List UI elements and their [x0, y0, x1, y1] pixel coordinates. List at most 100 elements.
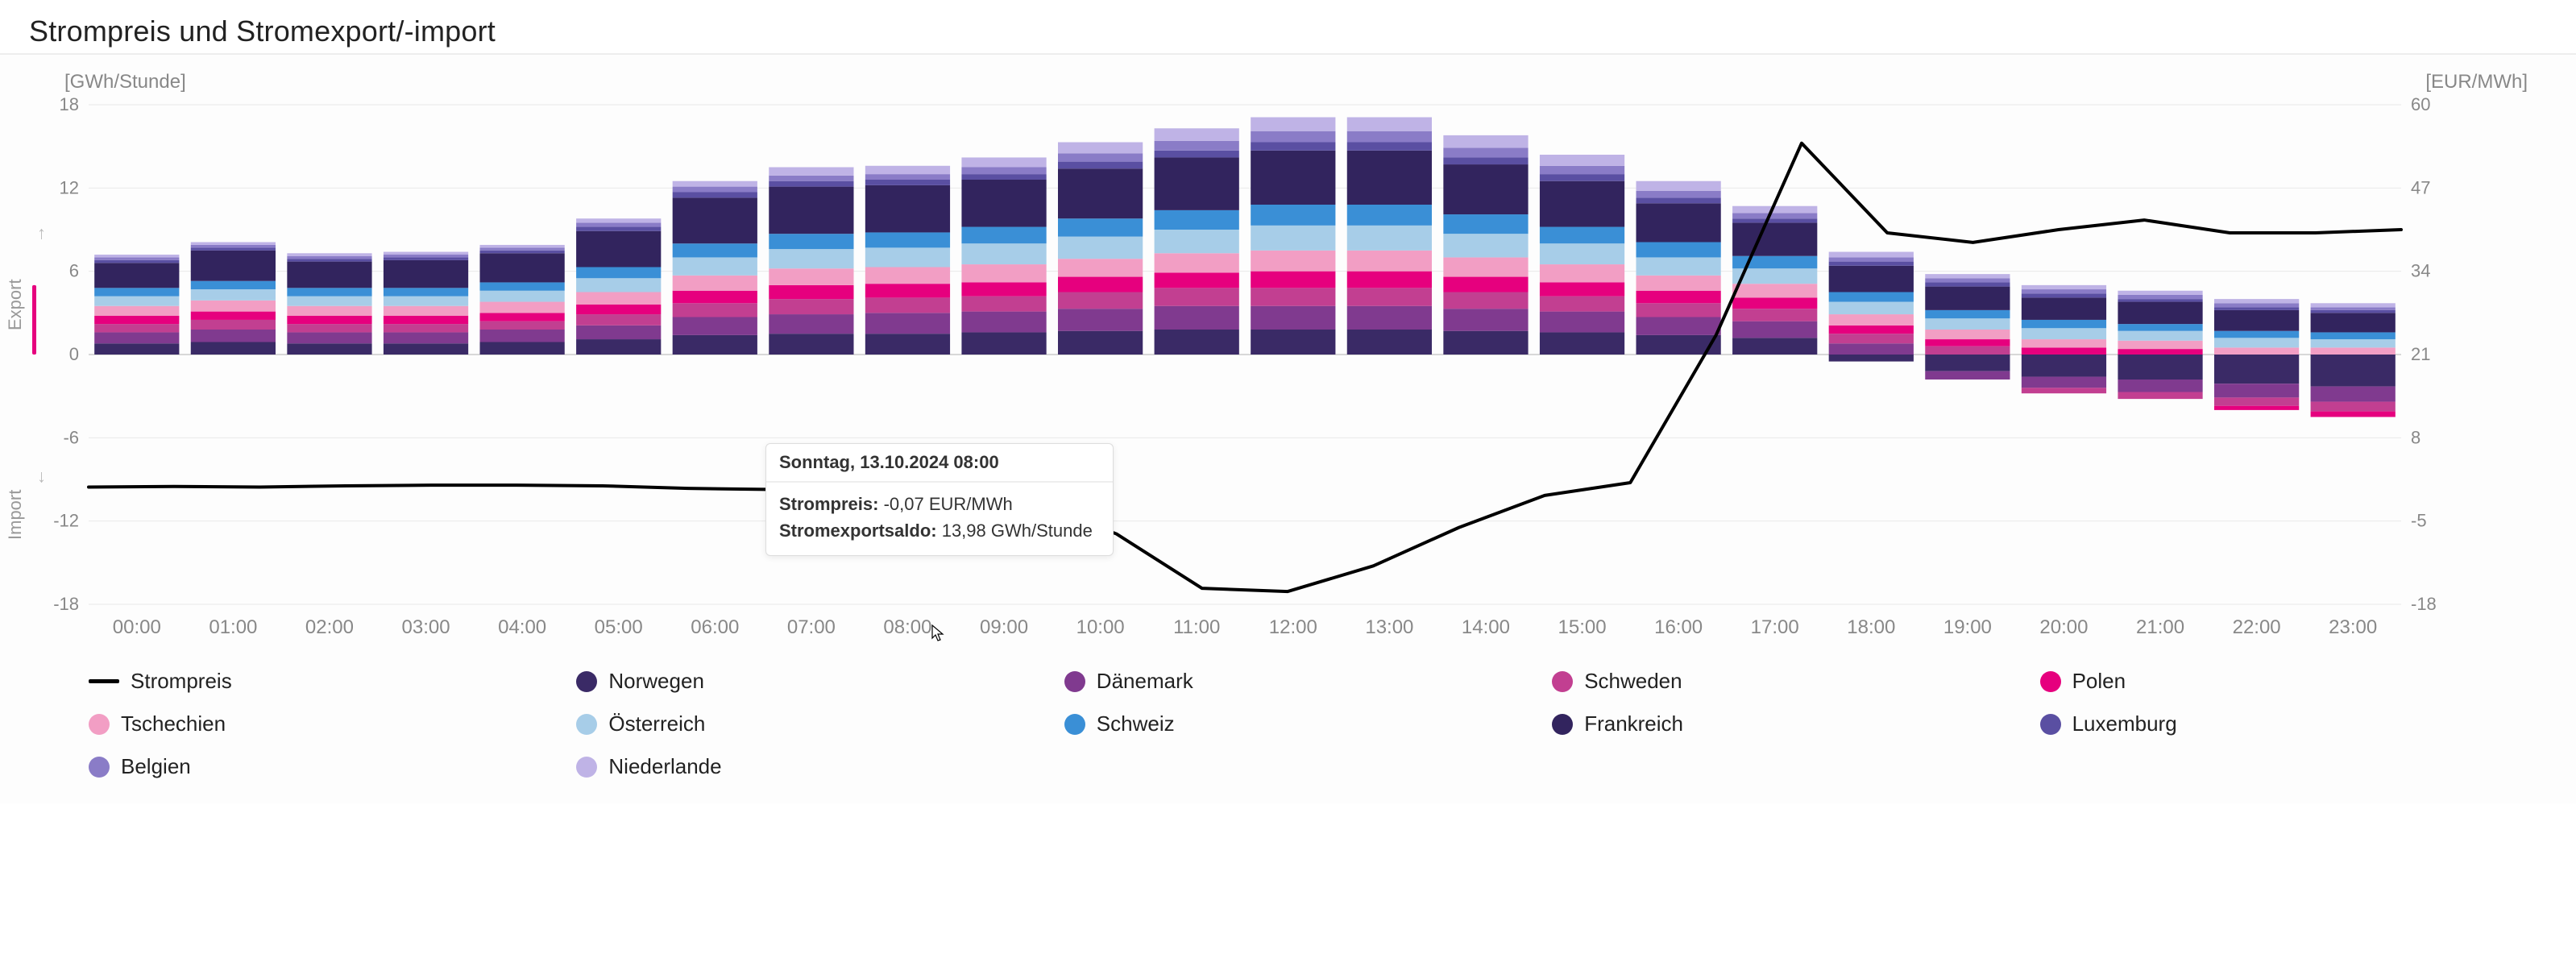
bar-segment: [2311, 332, 2396, 339]
bar-segment: [1347, 118, 1432, 131]
bar-segment: [961, 264, 1046, 282]
svg-text:60: 60: [2411, 97, 2430, 114]
bar-segment: [1155, 306, 1239, 330]
bar-segment: [1155, 151, 1239, 158]
chart-legend: Strompreis Norwegen Dänemark Schweden Polen T…: [89, 669, 2495, 779]
bar-segment: [1443, 164, 1528, 214]
bar-segment: [480, 251, 565, 253]
bar-segment: [287, 259, 371, 261]
bar-segment: [1347, 226, 1432, 251]
bar-segment: [1443, 234, 1528, 257]
bar-segment: [191, 320, 276, 330]
svg-text:10:00: 10:00: [1076, 616, 1125, 638]
bar-segment: [191, 245, 276, 247]
bar-segment: [2118, 392, 2202, 400]
bar-segment: [94, 332, 179, 343]
bar-segment: [961, 243, 1046, 264]
bar-segment: [1058, 153, 1143, 161]
bar-segment: [1443, 257, 1528, 276]
svg-text:-12: -12: [53, 511, 79, 531]
bar-segment: [94, 324, 179, 332]
bar-segment: [1732, 222, 1817, 255]
legend-item[interactable]: Schweiz: [1064, 711, 1520, 736]
bar-segment: [2022, 339, 2106, 347]
bar-segment: [673, 193, 757, 198]
bar-segment: [1732, 309, 1817, 321]
bar-segment: [287, 324, 371, 332]
bar-segment: [384, 306, 468, 316]
svg-text:-6: -6: [63, 427, 79, 447]
bar-segment: [191, 289, 276, 301]
bar-segment: [673, 243, 757, 257]
import-label: Import: [5, 490, 26, 540]
svg-text:-18: -18: [53, 594, 79, 614]
chart-wrap: Export Import -18-12-6061218-18-58213447…: [32, 97, 2544, 645]
bar-segment: [384, 257, 468, 259]
bar-segment: [2311, 303, 2396, 307]
bar-segment: [1347, 151, 1432, 205]
bar-segment: [1251, 306, 1335, 330]
legend-item[interactable]: Frankreich: [1552, 711, 2007, 736]
legend-item[interactable]: Niederlande: [576, 754, 1031, 779]
bar-segment: [1925, 310, 2010, 318]
bar-segment: [1636, 243, 1721, 258]
legend-item[interactable]: Belgien: [89, 754, 544, 779]
legend-item[interactable]: Schweden: [1552, 669, 2007, 694]
svg-text:↑: ↑: [37, 223, 46, 243]
bar-segment: [1058, 331, 1143, 355]
legend-item[interactable]: Norwegen: [576, 669, 1031, 694]
bar-segment: [1443, 309, 1528, 331]
legend-item[interactable]: Österreich: [576, 711, 1031, 736]
legend-item[interactable]: Polen: [2040, 669, 2495, 694]
svg-text:19:00: 19:00: [1943, 616, 1992, 638]
bar-segment: [2214, 406, 2299, 410]
bar-segment: [1251, 118, 1335, 131]
bar-segment: [2022, 297, 2106, 320]
bar-segment: [1829, 326, 1914, 334]
bar-segment: [94, 260, 179, 263]
bar-segment: [1251, 131, 1335, 143]
bar-segment: [2022, 320, 2106, 328]
bar-segment: [1347, 272, 1432, 288]
bar-segment: [576, 278, 661, 292]
svg-text:05:00: 05:00: [595, 616, 643, 638]
svg-text:23:00: 23:00: [2329, 616, 2377, 638]
legend-label: Schweden: [1584, 669, 1682, 694]
svg-text:21:00: 21:00: [2136, 616, 2184, 638]
bar-segment: [2214, 307, 2299, 309]
bar-segment: [1925, 278, 2010, 282]
bar-segment: [961, 180, 1046, 227]
bar-segment: [480, 253, 565, 282]
legend-item[interactable]: Tschechien: [89, 711, 544, 736]
legend-label: Luxemburg: [2072, 711, 2177, 736]
bar-segment: [1443, 331, 1528, 355]
bar-segment: [2022, 388, 2106, 393]
legend-item[interactable]: Strompreis: [89, 669, 544, 694]
bar-segment: [94, 288, 179, 296]
bar-segment: [1636, 303, 1721, 317]
bar-segment: [384, 316, 468, 324]
bar-segment: [2118, 331, 2202, 341]
legend-item[interactable]: Dänemark: [1064, 669, 1520, 694]
bar-segment: [1829, 314, 1914, 326]
bar-segment: [1636, 203, 1721, 242]
bar-segment: [480, 291, 565, 302]
bar-segment: [1347, 143, 1432, 151]
bar-segment: [1251, 272, 1335, 288]
bar-segment: [1540, 297, 1624, 312]
bar-segment: [1732, 213, 1817, 218]
bar-segment: [480, 302, 565, 313]
bar-segment: [287, 297, 371, 306]
bar-segment: [1540, 332, 1624, 355]
legend-label: Belgien: [121, 754, 191, 779]
bar-segment: [1155, 253, 1239, 272]
bar-segment: [1155, 288, 1239, 305]
bar-segment: [576, 268, 661, 279]
export-import-chart[interactable]: -18-12-6061218-18-582134476000:0001:0002…: [32, 97, 2458, 645]
bar-segment: [287, 343, 371, 355]
bar-segment: [2214, 397, 2299, 405]
bar-segment: [1443, 214, 1528, 234]
legend-swatch-icon: [2040, 714, 2061, 735]
legend-swatch-icon: [89, 757, 110, 778]
legend-item[interactable]: Luxemburg: [2040, 711, 2495, 736]
